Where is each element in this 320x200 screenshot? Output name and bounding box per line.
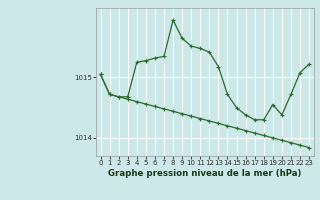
X-axis label: Graphe pression niveau de la mer (hPa): Graphe pression niveau de la mer (hPa) <box>108 169 301 178</box>
